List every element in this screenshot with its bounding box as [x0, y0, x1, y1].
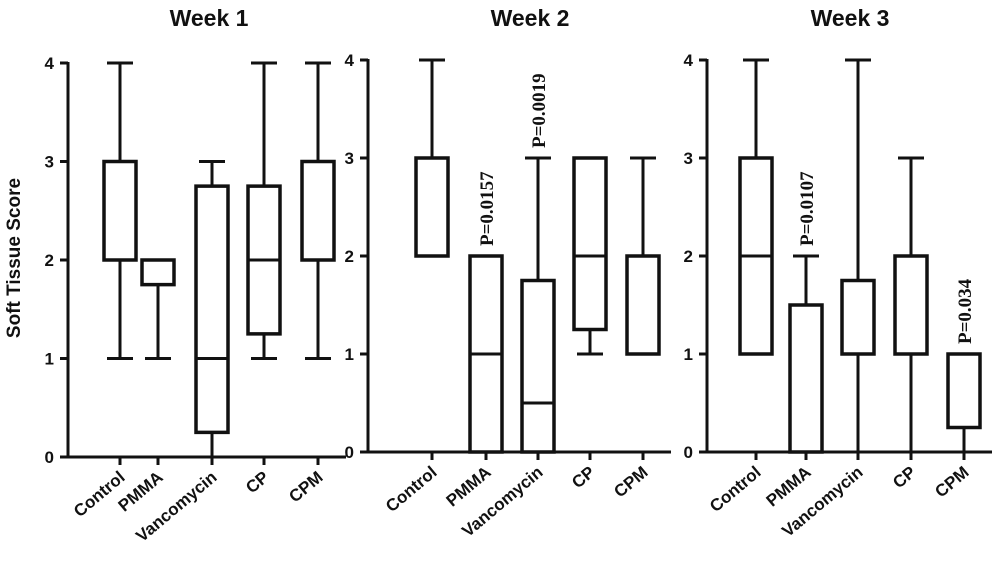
iqr-box	[840, 278, 876, 356]
box-vancomycin	[520, 156, 556, 454]
y-tick-label: 0	[45, 448, 54, 467]
x-tick-label: CPM	[931, 463, 972, 502]
iqr-box	[414, 156, 450, 258]
y-tick-label: 2	[45, 251, 54, 270]
x-tick-label: Control	[706, 463, 765, 516]
x-tick-label: Control	[70, 468, 129, 521]
y-tick-label: 3	[345, 149, 354, 168]
p-value-annotation: P=0.034	[955, 278, 976, 344]
iqr-box	[300, 159, 336, 262]
box-pmma	[468, 254, 504, 454]
x-tick-label: CP	[568, 463, 598, 493]
y-tick-label: 4	[684, 51, 694, 70]
y-tick-label: 4	[45, 54, 55, 73]
iqr-box	[520, 278, 556, 454]
iqr-box	[788, 303, 824, 454]
x-tick-label: CPM	[285, 468, 326, 507]
y-tick-label: 3	[45, 153, 54, 172]
y-tick-label: 4	[345, 51, 355, 70]
box-cp	[572, 156, 608, 356]
box-cp	[246, 61, 282, 360]
box-control	[738, 58, 774, 356]
box-cpm	[300, 61, 336, 360]
box-vancomycin	[840, 58, 876, 452]
y-tick-label: 1	[345, 345, 354, 364]
y-axis-label: Soft Tissue Score	[4, 178, 25, 338]
x-tick-label: CP	[242, 468, 272, 498]
p-value-annotation: P=0.0157	[477, 171, 498, 246]
y-tick-label: 0	[345, 443, 354, 462]
y-tick-label: 1	[684, 345, 693, 364]
y-tick-label: 0	[684, 443, 693, 462]
iqr-box	[140, 258, 176, 287]
box-control	[102, 61, 138, 360]
panel-title: Week 2	[491, 5, 570, 31]
y-tick-label: 3	[684, 149, 693, 168]
x-tick-label: CP	[889, 463, 919, 493]
y-tick-label: 2	[345, 247, 354, 266]
box-pmma	[140, 258, 176, 360]
box-cpm	[625, 156, 661, 356]
iqr-box	[946, 352, 982, 430]
x-tick-label: CPM	[610, 463, 651, 502]
x-tick-label: Control	[382, 463, 441, 516]
p-value-annotation: P=0.0107	[797, 171, 818, 246]
iqr-box	[194, 184, 230, 435]
y-tick-label: 2	[684, 247, 693, 266]
panel-title: Week 1	[170, 5, 249, 31]
y-tick-label: 1	[45, 350, 54, 369]
panel-title: Week 3	[811, 5, 890, 31]
iqr-box	[893, 254, 929, 356]
box-cpm	[946, 352, 982, 452]
box-cp	[893, 156, 929, 452]
box-control	[414, 58, 450, 258]
p-value-annotation: P=0.0019	[529, 73, 550, 148]
box-pmma	[788, 254, 824, 454]
iqr-box	[572, 156, 608, 332]
box-vancomycin	[194, 160, 230, 457]
iqr-box	[102, 159, 138, 262]
iqr-box	[625, 254, 661, 356]
